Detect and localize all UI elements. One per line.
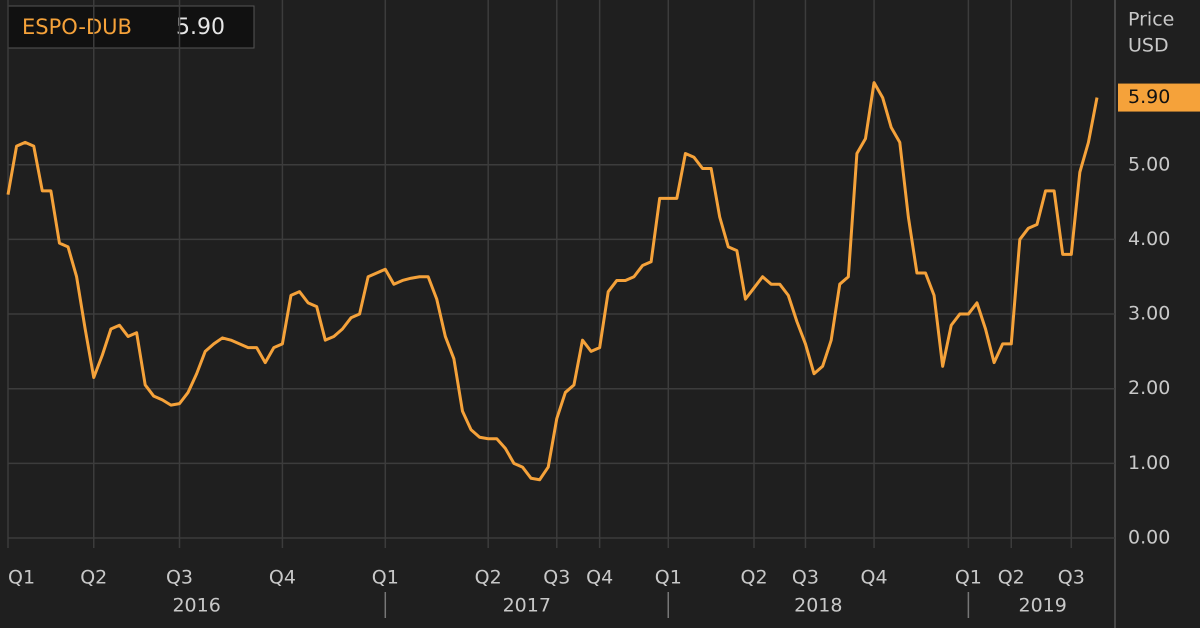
y-tick-label: 4.00 — [1128, 228, 1170, 250]
year-label: 2017 — [503, 595, 551, 617]
x-tick-label: Q2 — [740, 567, 767, 589]
y-tick-label: 3.00 — [1128, 303, 1170, 325]
x-tick-label: Q4 — [861, 567, 888, 589]
legend-value: 5.90 — [176, 15, 225, 40]
x-tick-label: Q3 — [166, 567, 193, 589]
x-tick-label: Q2 — [475, 567, 502, 589]
year-label: 2018 — [794, 595, 842, 617]
year-label: 2019 — [1019, 595, 1067, 617]
x-tick-label: Q3 — [792, 567, 819, 589]
x-tick-label: Q2 — [80, 567, 107, 589]
x-tick-label: Q4 — [269, 567, 296, 589]
y-tick-label: 0.00 — [1128, 527, 1170, 549]
y-axis-label: Price — [1128, 9, 1174, 31]
x-tick-label: Q1 — [655, 567, 682, 589]
last-value-label: 5.90 — [1128, 86, 1170, 108]
x-tick-label: Q4 — [586, 567, 613, 589]
x-tick-label: Q1 — [955, 567, 982, 589]
legend-box — [7, 5, 255, 49]
y-tick-label: 5.00 — [1128, 153, 1170, 175]
year-label: 2016 — [172, 595, 220, 617]
x-tick-label: Q2 — [998, 567, 1025, 589]
x-tick-label: Q3 — [543, 567, 570, 589]
x-tick-label: Q3 — [1058, 567, 1085, 589]
last-value-tag — [1118, 83, 1200, 112]
y-tick-label: 1.00 — [1128, 452, 1170, 474]
price-line — [6, 81, 1099, 482]
x-tick-label: Q1 — [372, 567, 399, 589]
legend-name: ESPO-DUB — [22, 15, 132, 39]
y-axis-label: USD — [1128, 35, 1169, 57]
y-tick-label: 2.00 — [1128, 377, 1170, 399]
x-tick-label: Q1 — [8, 567, 35, 589]
